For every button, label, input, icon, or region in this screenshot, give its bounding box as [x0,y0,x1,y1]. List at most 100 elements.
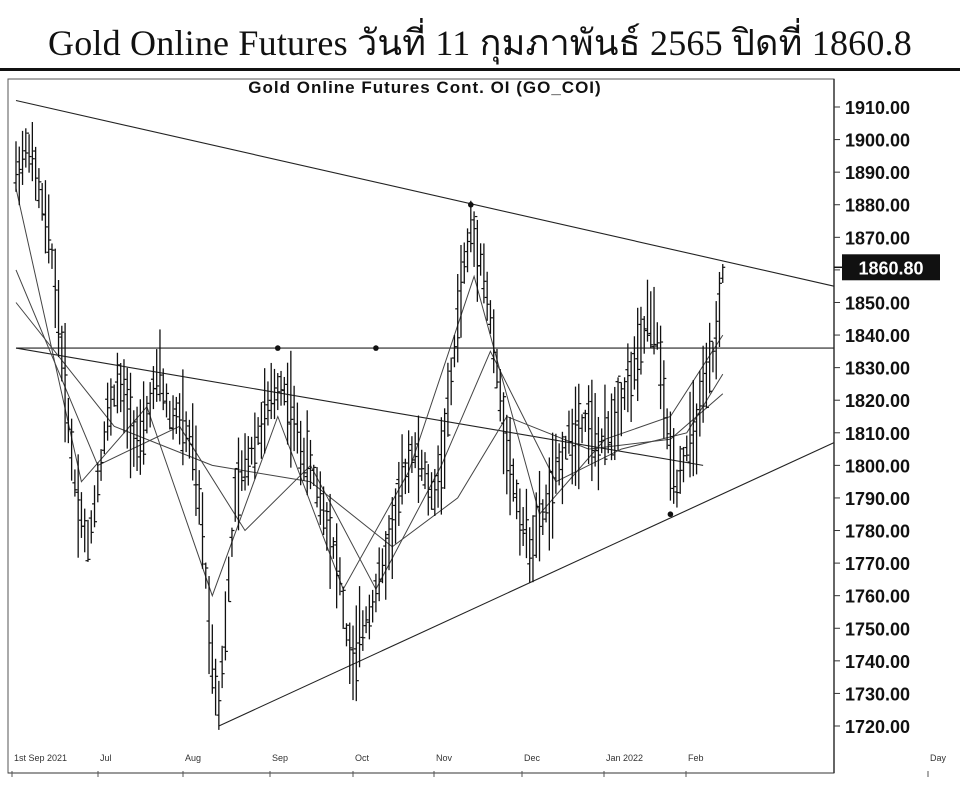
ohlc-bar [252,412,258,480]
ohlc-bar [674,469,680,508]
ohlc-bar [582,409,588,432]
ohlc-bar [690,380,696,477]
ohlc-bar [651,286,657,355]
ohlc-bar [235,437,241,531]
ohlc-bar [128,372,134,479]
ohlc-bar [249,436,255,465]
ohlc-bar [366,594,372,640]
ohlc-bar [412,432,418,469]
ohlc-bar [573,386,579,486]
ohlc-bar [62,323,68,443]
ohlc-bar [625,343,631,413]
ohlc-bar [330,537,336,559]
x-axis-label: Aug [185,753,201,763]
ohlc-bar [478,243,484,276]
ohlc-bar [435,445,441,508]
ohlc-bar [265,381,271,426]
ohlc-bar [504,414,510,495]
ohlc-bar [605,411,611,454]
ohlc-bar [242,433,248,491]
ohlc-bar [304,410,310,496]
ohlc-bar [710,340,716,373]
ohlc-bar [664,408,670,450]
ohlc-bar [409,436,415,473]
ohlc-bar [680,446,686,483]
ohlc-bar [118,363,124,413]
ohlc-bar [278,370,284,406]
ohlc-bar [507,417,513,516]
ohlc-bar [491,309,497,374]
x-axis-label: Oct [355,753,370,763]
ohlc-bar [108,378,114,436]
x-axis-label: 1st Sep 2021 [14,753,67,763]
ohlc-bar [694,403,700,475]
ohlc-bar [445,362,451,437]
ohlc-bar [262,368,268,454]
ohlc-bar [85,519,91,562]
ohlc-bar [340,586,346,629]
ohlc-bar [465,228,471,273]
ohlc-bar [487,300,493,334]
ohlc-bar [72,469,78,497]
ohlc-bar [566,410,572,456]
ohlc-bar [540,499,546,536]
ohlc-bar [658,325,664,410]
ohlc-bar [258,402,264,459]
ohlc-bar [468,200,474,253]
ohlc-bar [160,368,166,411]
ohlc-bar [347,622,353,684]
ohlc-bar [42,180,48,254]
ohlc-bar [579,414,585,444]
ohlc-bar [641,316,647,354]
y-tick-label: 1870.00 [845,228,910,248]
ohlc-bar [648,291,654,349]
ohlc-bar [190,403,196,481]
y-tick-label: 1750.00 [845,619,910,639]
ohlc-bar [599,428,605,454]
ohlc-bar [543,484,549,523]
ohlc-bar [720,264,726,283]
ohlc-bar [200,492,206,569]
ohlc-bar [448,357,454,406]
ohlc-bar [131,410,137,467]
ohlc-bar [687,391,693,478]
ohlc-bar [415,415,421,503]
x-axis-label: Dec [524,753,541,763]
ohlc-bar [713,301,719,380]
ohlc-bar [644,279,650,342]
moving-average-line [15,302,724,548]
ohlc-bar [514,479,520,520]
ohlc-bar [530,515,536,583]
ohlc-bar [635,307,641,402]
ohlc-bar [219,645,225,689]
ohlc-bar [396,461,402,526]
ohlc-bar [451,335,457,368]
ohlc-bar [343,623,349,647]
ohlc-bar [193,425,199,516]
ohlc-bar [520,507,526,546]
x-axis-label: Jul [100,753,112,763]
pivot-markers [274,201,674,518]
x-axis-label: Jan 2022 [606,753,643,763]
ohlc-bar [553,433,559,494]
ohlc-bar [141,381,147,465]
pivot-marker [373,345,379,351]
ohlc-bar [101,421,107,455]
y-tick-label: 1800.00 [845,456,910,476]
ohlc-bar [173,396,179,434]
ohlc-bar [317,471,323,525]
ohlc-bar [546,457,552,551]
ohlc-bar [281,376,287,406]
ohlc-bar [363,606,369,634]
ohlc-bar [370,589,376,623]
ohlc-bar [497,369,503,422]
y-tick-label: 1890.00 [845,163,910,183]
ohlc-bar [383,531,389,600]
ohlc-bar [232,467,238,522]
ohlc-bar [154,349,160,402]
x-axis-labels: 1st Sep 2021 Jul Aug Sep Oct Nov Dec Jan 2022 Fe… [11,753,947,777]
x-axis-label: Sep [272,753,288,763]
ohlc-bar [432,468,438,516]
x-axis-label: Day [930,753,947,763]
x-axis-label: Nov [436,753,453,763]
